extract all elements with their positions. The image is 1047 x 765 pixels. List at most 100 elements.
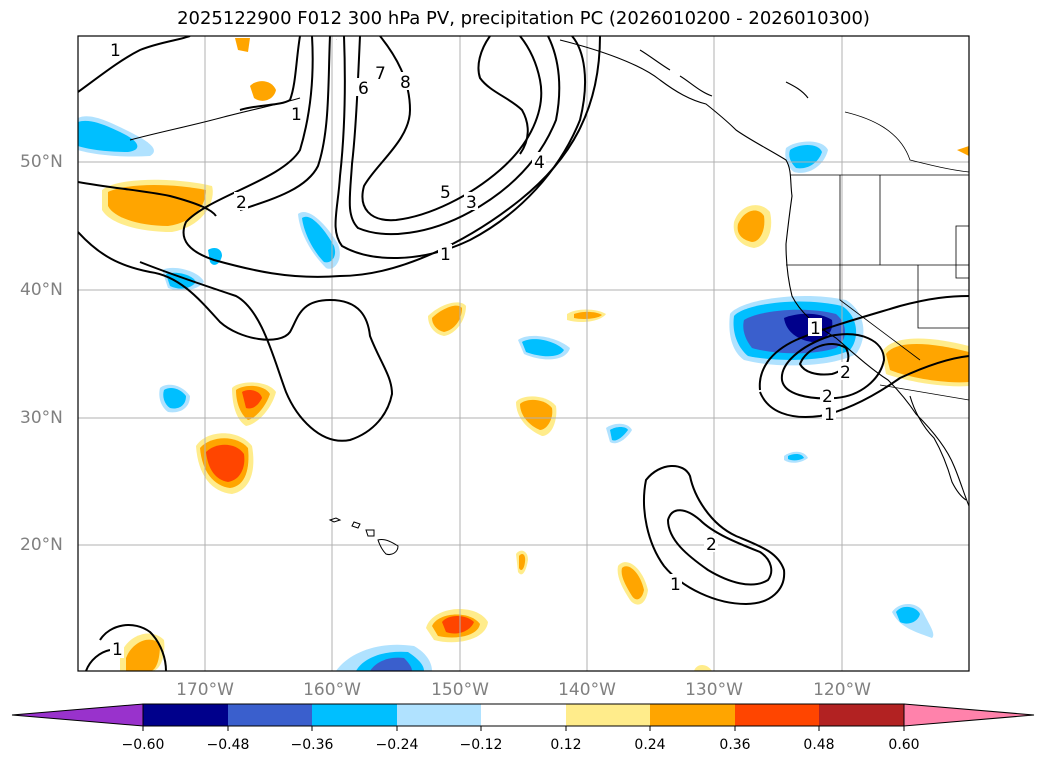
pv-contour-line bbox=[643, 465, 786, 606]
colorbar-tick-label: 0.12 bbox=[550, 737, 582, 753]
pv-contour-line bbox=[759, 355, 969, 418]
pv-contour-label: 1 bbox=[824, 405, 835, 425]
pv-contour-label: 1 bbox=[110, 41, 121, 61]
lon-label: 170°W bbox=[176, 680, 234, 700]
pv-contour-label: 1 bbox=[670, 575, 681, 595]
pv-contour-line bbox=[99, 624, 167, 671]
colorbar-bin bbox=[735, 704, 819, 726]
colorbar-bin bbox=[312, 704, 397, 726]
colorbar-tick-label: −0.12 bbox=[459, 737, 503, 753]
pv-contour-label: 4 bbox=[534, 153, 545, 173]
precip-positive-area bbox=[694, 664, 712, 671]
lon-label: 160°W bbox=[303, 680, 361, 700]
colorbar-bin bbox=[143, 704, 228, 726]
precip-negative-area bbox=[370, 657, 412, 671]
colorbar-bin bbox=[819, 704, 904, 726]
pv-contour-line bbox=[78, 231, 394, 442]
precip-positive-area bbox=[519, 554, 526, 570]
pv-contour-line bbox=[239, 36, 301, 111]
map-title: 2025122900 F012 300 hPa PV, precipitatio… bbox=[177, 8, 870, 29]
precip-positive-area bbox=[442, 616, 474, 634]
precip-negative-area bbox=[788, 453, 804, 461]
precip-positive-area bbox=[621, 566, 644, 600]
pv-contour-label: 2 bbox=[706, 535, 717, 555]
state-borders bbox=[786, 111, 969, 401]
graticule bbox=[78, 36, 969, 671]
lon-label: 120°W bbox=[813, 680, 871, 700]
precip-positive-area bbox=[108, 185, 206, 226]
lat-label: 50°N bbox=[20, 152, 63, 172]
precip-negative-area bbox=[896, 606, 920, 624]
colorbar-tick-label: −0.36 bbox=[290, 737, 334, 753]
pv-contours bbox=[78, 36, 969, 671]
pv-contour-line bbox=[182, 36, 601, 278]
pv-contour-line bbox=[239, 36, 331, 211]
precip-positive-area bbox=[574, 311, 602, 319]
precip-negative-area bbox=[163, 388, 186, 409]
pv-contour-line bbox=[348, 36, 561, 236]
precip-positive-area bbox=[235, 38, 250, 52]
precip-negative-area bbox=[789, 145, 822, 169]
colorbar-extend-max bbox=[903, 703, 1035, 727]
pv-contour-label: 2 bbox=[822, 387, 833, 407]
pv-contour-label: 5 bbox=[336, 39, 337, 41]
map-frame bbox=[77, 35, 970, 672]
lat-label: 20°N bbox=[20, 535, 63, 555]
pv-contour-label: 1 bbox=[112, 640, 123, 660]
pv-contour-line bbox=[361, 36, 543, 222]
lon-label: 150°W bbox=[431, 680, 489, 700]
colorbar-bin bbox=[397, 704, 481, 726]
precip-positive-area bbox=[126, 639, 160, 671]
colorbar-bin bbox=[566, 704, 650, 726]
precip-positive-area bbox=[957, 146, 969, 156]
lon-label: 130°W bbox=[685, 680, 743, 700]
pv-contour-line bbox=[758, 295, 969, 391]
precip-positive-area bbox=[250, 81, 276, 101]
colorbar-tick-label: −0.60 bbox=[121, 737, 165, 753]
pv-contour-label: 3 bbox=[466, 193, 477, 213]
colorbar-extend-min bbox=[11, 703, 144, 727]
pv-contour-label: 7 bbox=[375, 64, 386, 84]
precip-negative-area bbox=[522, 339, 564, 357]
pv-contour-label: 1 bbox=[1, 0, 2, 2]
precip-negative-area bbox=[78, 120, 138, 152]
pv-contour-line bbox=[334, 36, 586, 259]
precip-negative-area bbox=[610, 427, 628, 441]
pv-contour-line bbox=[78, 181, 217, 217]
colorbar-bin bbox=[228, 704, 312, 726]
colorbar-tick-label: 0.60 bbox=[888, 737, 920, 753]
precip-positive-area bbox=[432, 305, 462, 332]
pv-contour-label: 5 bbox=[440, 183, 451, 203]
precip-positive-area bbox=[206, 444, 245, 482]
pv-contour-line bbox=[85, 649, 111, 671]
pv-contour-label: 8 bbox=[400, 73, 411, 93]
pv-contour-label: 2 bbox=[236, 193, 247, 213]
pv-contour-line bbox=[780, 333, 886, 400]
pv-contour-line bbox=[477, 36, 529, 155]
colorbar-tick-label: −0.24 bbox=[375, 737, 419, 753]
precip-positive-area bbox=[520, 399, 553, 430]
pv-contour-label: 2 bbox=[840, 363, 851, 383]
pv-contour-line bbox=[78, 36, 191, 93]
pv-contour-labels: 1 1 6 7 8 1 5 4 2 5 3 1 2 1 2 1 2 1 1 bbox=[1, 0, 852, 660]
pv-contour-label: 1 bbox=[291, 105, 302, 125]
colorbar-tick-label: 0.24 bbox=[634, 737, 666, 753]
precip-negative-area bbox=[166, 272, 196, 289]
colorbar-tick-label: −0.48 bbox=[206, 737, 250, 753]
pv-contour-line bbox=[666, 509, 773, 586]
pv-contour-label: 6 bbox=[358, 79, 369, 99]
lon-label: 140°W bbox=[558, 680, 616, 700]
precip-positive-area bbox=[886, 344, 969, 383]
hawaii-islands bbox=[328, 517, 399, 555]
colorbar-bin bbox=[481, 704, 566, 726]
precip-positive-area bbox=[737, 210, 765, 242]
pv-contour-label: 1 bbox=[440, 245, 451, 265]
precip-positive-area bbox=[242, 390, 262, 409]
pv-contour-label: 1 bbox=[810, 319, 821, 339]
lat-label: 40°N bbox=[20, 280, 63, 300]
precip-fields bbox=[78, 38, 969, 671]
colorbar-tick-label: 0.48 bbox=[803, 737, 835, 753]
lat-label: 30°N bbox=[20, 408, 63, 428]
colorbar-tick-label: 0.36 bbox=[719, 737, 751, 753]
